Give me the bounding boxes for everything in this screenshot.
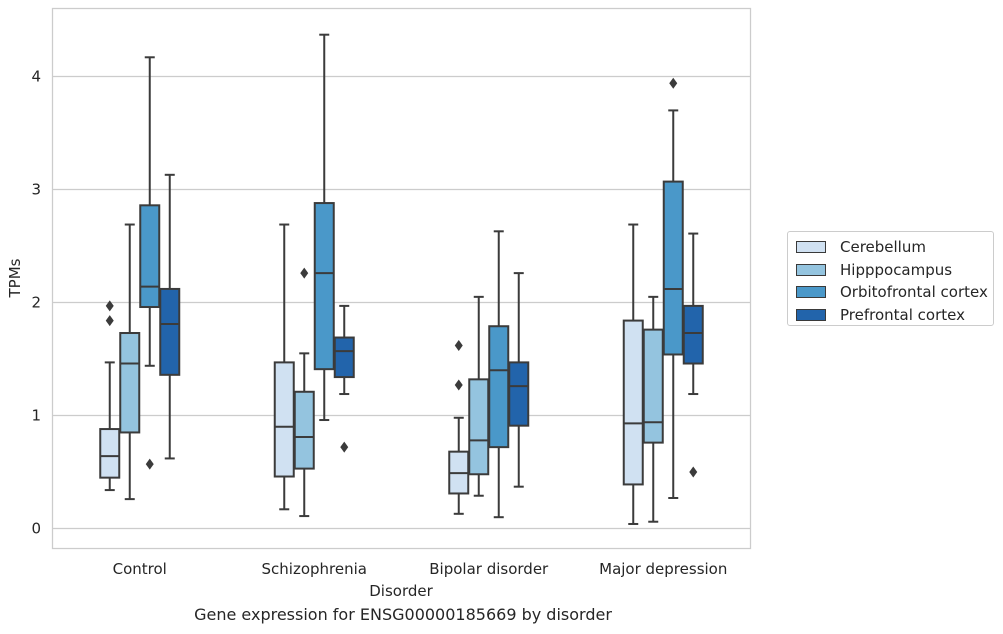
box-iqr	[662, 180, 684, 356]
box-iqr	[508, 361, 530, 427]
legend-item: Hipppocampus	[796, 259, 993, 282]
box-iqr	[273, 361, 295, 478]
y-tick-label: 3	[31, 181, 41, 199]
outlier-point	[689, 466, 698, 478]
box-iqr	[642, 328, 664, 444]
outlier-point	[300, 267, 309, 279]
y-tick-label: 4	[31, 68, 41, 86]
outlier-point	[105, 300, 114, 312]
box-iqr	[622, 319, 644, 486]
chart-legend: Cerebellum Hipppocampus Orbitofrontal cort…	[787, 231, 994, 326]
y-tick-label: 1	[31, 407, 41, 425]
box-iqr	[119, 332, 141, 434]
legend-item: Prefrontal cortex	[796, 304, 993, 327]
box-iqr	[99, 428, 121, 479]
legend-swatch	[796, 263, 826, 276]
x-axis-label: Disorder	[369, 582, 433, 600]
outlier-point	[454, 379, 463, 391]
box-iqr	[159, 287, 181, 376]
box-iqr	[488, 325, 510, 449]
box-iqr	[682, 304, 704, 365]
outlier-point	[145, 458, 154, 470]
x-tick-label: Major depression	[599, 560, 727, 578]
legend-item: Cerebellum	[796, 236, 993, 259]
plot-area-frame	[51, 7, 752, 550]
y-tick-label: 0	[31, 520, 41, 538]
box-iqr	[313, 202, 335, 371]
outlier-point	[669, 77, 678, 89]
y-tick-label: 2	[31, 294, 41, 312]
outlier-point	[105, 315, 114, 327]
outlier-point	[340, 441, 349, 453]
box-iqr	[139, 204, 161, 309]
box-iqr	[468, 378, 490, 476]
x-tick-label: Bipolar disorder	[429, 560, 549, 578]
legend-label: Cerebellum	[840, 238, 926, 257]
outlier-point	[454, 339, 463, 351]
legend-swatch	[796, 241, 826, 254]
x-tick-label: Control	[113, 560, 167, 578]
legend-swatch	[796, 308, 826, 321]
legend-item: Orbitofrontal cortex	[796, 281, 993, 304]
legend-swatch	[796, 286, 826, 299]
legend-label: Prefrontal cortex	[840, 305, 965, 324]
box-series	[99, 33, 704, 525]
x-tick-label: Schizophrenia	[262, 560, 367, 578]
legend-label: Orbitofrontal cortex	[840, 283, 988, 302]
y-axis-label: TPMs	[6, 258, 24, 298]
box-iqr	[293, 390, 315, 470]
chart-caption: Gene expression for ENSG00000185669 by d…	[194, 605, 612, 624]
box-iqr	[333, 336, 355, 379]
axis-ticks: 0 1 2 3 4 Control Schizophrenia Bipolar disorde…	[31, 68, 727, 579]
legend-label: Hipppocampus	[840, 260, 953, 279]
